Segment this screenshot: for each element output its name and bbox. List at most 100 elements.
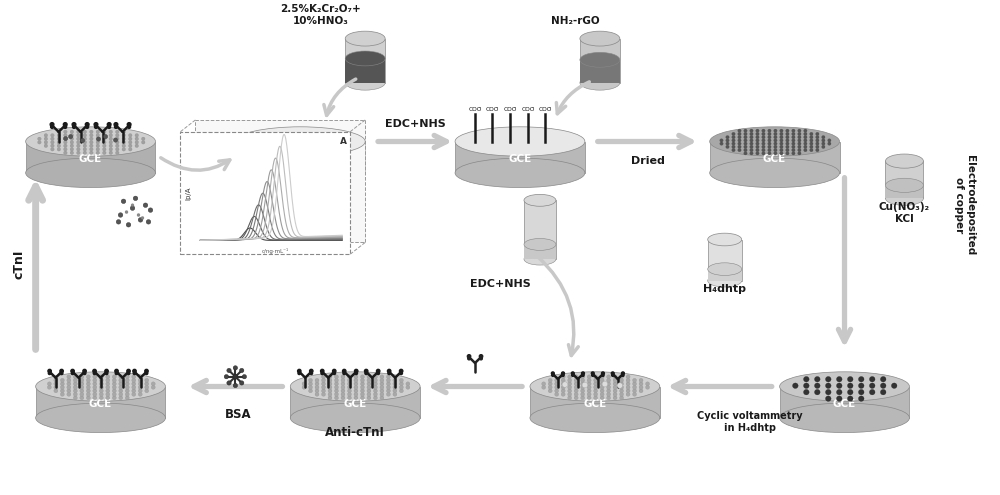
Circle shape — [119, 378, 123, 382]
Circle shape — [386, 375, 390, 379]
Ellipse shape — [708, 233, 742, 246]
Circle shape — [64, 151, 67, 154]
Circle shape — [90, 148, 93, 151]
Circle shape — [602, 372, 604, 375]
Circle shape — [77, 141, 80, 144]
Circle shape — [334, 382, 338, 386]
Circle shape — [756, 151, 759, 155]
Circle shape — [613, 378, 617, 382]
Circle shape — [568, 378, 572, 382]
Circle shape — [103, 137, 106, 141]
Circle shape — [44, 144, 48, 148]
Bar — [235, 142, 365, 173]
Ellipse shape — [345, 75, 385, 90]
Ellipse shape — [580, 31, 620, 46]
Circle shape — [57, 148, 61, 151]
Circle shape — [86, 393, 90, 396]
Circle shape — [581, 382, 585, 386]
Circle shape — [804, 129, 807, 132]
Circle shape — [828, 139, 831, 142]
Circle shape — [83, 130, 87, 134]
Circle shape — [780, 151, 783, 155]
Circle shape — [77, 144, 80, 148]
Circle shape — [132, 375, 136, 379]
Circle shape — [354, 393, 358, 396]
Circle shape — [44, 141, 48, 144]
Circle shape — [639, 378, 643, 382]
Bar — [885, 185, 923, 198]
Circle shape — [106, 396, 110, 400]
Circle shape — [145, 385, 149, 389]
Circle shape — [869, 390, 875, 395]
Circle shape — [328, 382, 332, 386]
Circle shape — [620, 389, 624, 393]
Circle shape — [774, 148, 777, 152]
Circle shape — [626, 385, 630, 389]
Circle shape — [309, 389, 313, 393]
Circle shape — [67, 389, 71, 393]
Circle shape — [786, 139, 789, 142]
Circle shape — [792, 145, 795, 148]
Ellipse shape — [36, 403, 165, 433]
Circle shape — [858, 377, 864, 382]
Circle shape — [816, 142, 819, 146]
Circle shape — [762, 129, 765, 132]
Circle shape — [611, 372, 614, 375]
Circle shape — [732, 148, 735, 152]
Circle shape — [60, 385, 64, 389]
Circle shape — [386, 385, 390, 389]
Circle shape — [561, 378, 565, 382]
Circle shape — [768, 145, 771, 148]
Circle shape — [224, 375, 229, 379]
Circle shape — [112, 385, 116, 389]
Circle shape — [816, 136, 819, 139]
Text: -: - — [531, 105, 533, 111]
Ellipse shape — [710, 127, 840, 156]
Circle shape — [119, 385, 123, 389]
Circle shape — [720, 139, 723, 142]
Circle shape — [388, 372, 390, 375]
Circle shape — [386, 382, 390, 386]
Text: -: - — [496, 105, 498, 111]
Circle shape — [143, 203, 148, 207]
Circle shape — [83, 134, 87, 137]
Ellipse shape — [885, 154, 923, 168]
Circle shape — [646, 382, 650, 386]
Circle shape — [568, 375, 572, 379]
Circle shape — [804, 142, 807, 146]
Circle shape — [626, 393, 630, 396]
Circle shape — [72, 123, 76, 126]
Circle shape — [562, 382, 568, 387]
Circle shape — [768, 148, 771, 152]
Ellipse shape — [580, 52, 620, 67]
Circle shape — [113, 138, 118, 142]
Circle shape — [732, 145, 735, 148]
Text: EDC+NHS: EDC+NHS — [470, 279, 530, 289]
Circle shape — [380, 385, 384, 389]
Ellipse shape — [530, 403, 660, 433]
Circle shape — [620, 393, 624, 396]
Circle shape — [568, 389, 572, 393]
Circle shape — [810, 139, 813, 142]
Circle shape — [880, 383, 886, 389]
Circle shape — [73, 382, 77, 386]
Bar — [885, 161, 923, 198]
Circle shape — [103, 148, 106, 151]
Bar — [580, 39, 620, 83]
Circle shape — [128, 141, 132, 144]
Circle shape — [786, 148, 789, 152]
Circle shape — [54, 378, 58, 382]
Circle shape — [67, 382, 71, 386]
Circle shape — [145, 378, 149, 382]
Circle shape — [146, 220, 151, 224]
Circle shape — [119, 382, 123, 386]
Circle shape — [315, 378, 319, 382]
Circle shape — [568, 385, 572, 389]
Text: GCE: GCE — [79, 154, 102, 164]
Circle shape — [613, 385, 617, 389]
Ellipse shape — [530, 372, 660, 401]
Circle shape — [83, 151, 87, 154]
Circle shape — [106, 375, 110, 379]
Circle shape — [750, 142, 753, 146]
Ellipse shape — [710, 158, 840, 188]
